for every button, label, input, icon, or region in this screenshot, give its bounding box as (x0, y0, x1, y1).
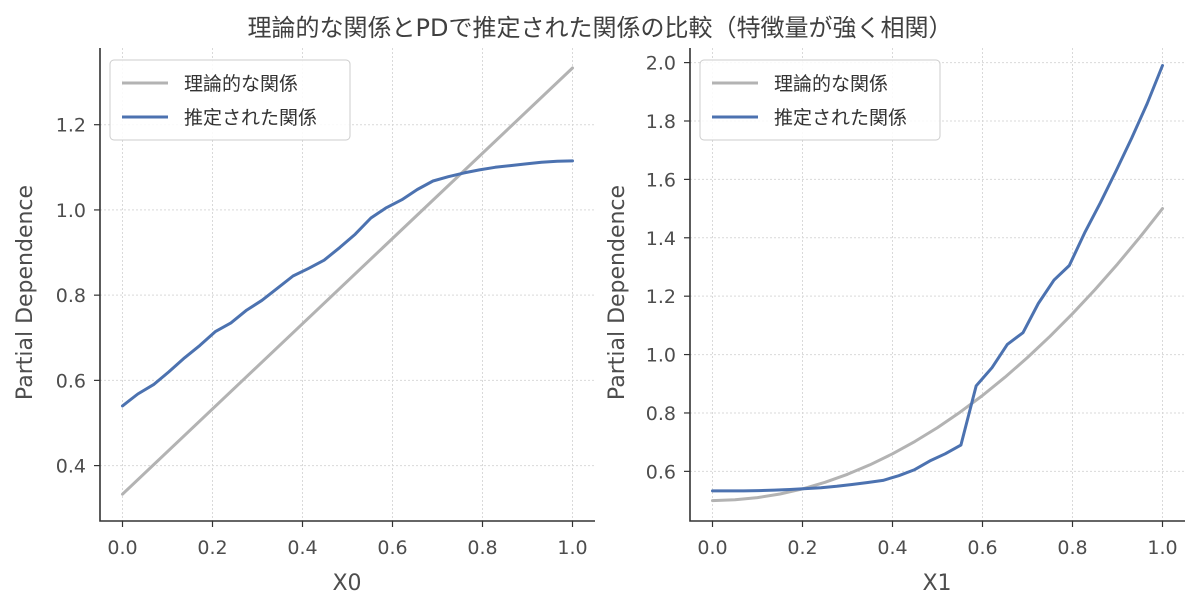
estimated-series-line (711, 64, 1164, 493)
y-tick-label: 0.8 (646, 403, 676, 425)
x-tick-label: 0.0 (697, 537, 727, 559)
x-tick-label: 0.4 (287, 537, 317, 559)
x-tick-label: 0.6 (377, 537, 407, 559)
legend-box (109, 59, 351, 141)
x-tick-label: 0.6 (967, 537, 997, 559)
y-axis-label: Partial Dependence (605, 185, 630, 400)
x-tick-label: 0.8 (467, 537, 497, 559)
axis-spines (689, 48, 1185, 522)
estimated-series-line (121, 159, 574, 408)
right-subplot: 0.0 0.2 0.4 0.6 0.8 1.0 0.6 0.8 1.0 1.2 1.4 1.6 1.8 2… (605, 48, 1185, 596)
x-tick-label: 0.0 (107, 537, 137, 559)
y-tick-label: 1.4 (646, 228, 676, 250)
legend-label: 理論的な関係 (774, 73, 888, 95)
y-tick-label: 2.0 (646, 53, 676, 75)
y-tick-label: 0.4 (56, 456, 86, 478)
y-tick-label: 0.6 (56, 370, 86, 392)
x-tick-label: 0.2 (787, 537, 817, 559)
axis-spines (99, 48, 595, 522)
y-tick-label: 1.2 (646, 286, 676, 308)
x-tick-label: 0.8 (1057, 537, 1087, 559)
x-tick-label: 1.0 (1147, 537, 1177, 559)
y-tick-label: 1.6 (646, 169, 676, 191)
x-axis-label: X0 (332, 571, 361, 596)
x-tick-label: 1.0 (557, 537, 587, 559)
y-tick-label: 0.8 (56, 285, 86, 307)
legend-label: 推定された関係 (184, 107, 317, 129)
left-subplot: 0.0 0.2 0.4 0.6 0.8 1.0 0.4 0.6 0.8 1.0 1.2 X0 Parti… (13, 48, 595, 596)
figure-title: 理論的な関係とPDで推定された関係の比較（特徴量が強く相関） (248, 14, 953, 42)
theoretical-series-line (711, 207, 1164, 503)
theoretical-series-line (121, 66, 574, 496)
legend-box (699, 59, 941, 141)
y-tick-label: 1.0 (56, 200, 86, 222)
legend-label: 理論的な関係 (184, 73, 298, 95)
x-tick-label: 0.2 (197, 537, 227, 559)
y-axis-label: Partial Dependence (13, 185, 38, 400)
y-tick-label: 1.8 (646, 111, 676, 133)
x-tick-label: 0.4 (877, 537, 907, 559)
legend-label: 推定された関係 (774, 107, 907, 129)
y-tick-label: 1.0 (646, 345, 676, 367)
x-axis-label: X1 (922, 571, 951, 596)
y-tick-label: 0.6 (646, 461, 676, 483)
y-tick-label: 1.2 (56, 115, 86, 137)
